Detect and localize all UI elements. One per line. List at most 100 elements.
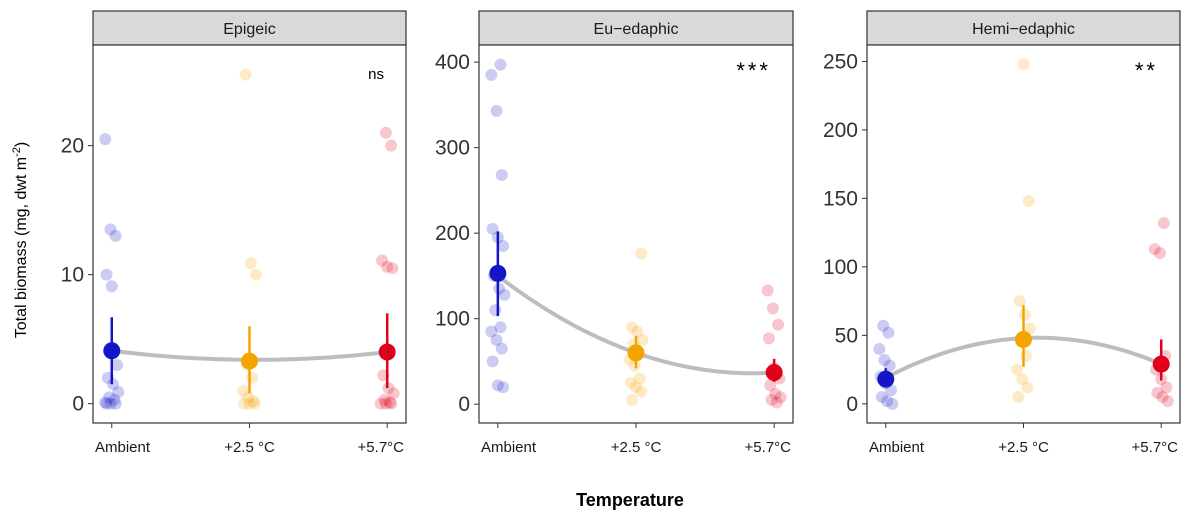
data-point [495, 342, 508, 355]
y-tick-label: 300 [435, 137, 470, 160]
mean-point [877, 370, 895, 388]
data-point [762, 332, 775, 345]
data-point [237, 384, 249, 397]
panels: Epigeic 0 10 20 Ambient +2.5 °C +5.7°C ns Eu−eda… [61, 10, 1181, 456]
facet-strip-label: Hemi−edaphic [972, 21, 1075, 38]
data-point [497, 239, 510, 252]
data-point [626, 321, 639, 334]
data-point [105, 280, 118, 293]
data-point [490, 104, 503, 117]
x-tick-label: Ambient [869, 439, 925, 456]
data-point [886, 397, 899, 410]
x-tick-label: +5.7°C [745, 439, 792, 456]
data-point [244, 257, 257, 270]
x-tick-label: +5.7°C [358, 439, 405, 456]
data-point [631, 325, 644, 338]
data-point [109, 229, 122, 242]
data-point [774, 391, 787, 404]
data-point [385, 397, 398, 410]
data-point [250, 268, 262, 281]
data-point [383, 396, 396, 409]
data-point [493, 282, 506, 295]
facet-strip-label: Eu−edaphic [594, 21, 679, 38]
data-point [100, 397, 113, 410]
data-point [635, 385, 648, 398]
data-point [882, 326, 895, 339]
data-point [381, 260, 394, 273]
data-point [1017, 58, 1030, 71]
y-tick-label: 200 [435, 222, 470, 245]
data-point [635, 247, 648, 260]
data-point [379, 397, 392, 410]
data-point [1018, 308, 1031, 321]
data-point [1160, 381, 1173, 394]
data-point [873, 343, 886, 356]
data-point [376, 254, 389, 267]
x-tick-label: Ambient [481, 439, 537, 456]
mean-point [103, 342, 121, 360]
data-point [109, 397, 122, 410]
y-axis-label-main: Total biomass (mg, dwt m [13, 157, 30, 338]
panel-0: Epigeic 0 10 20 Ambient +2.5 °C +5.7°C ns [61, 10, 407, 456]
panel-2: Hemi−edaphic 0 50 100 150 200 250 Ambient +2.5 °… [823, 10, 1181, 456]
data-point [761, 284, 774, 297]
data-point [100, 268, 113, 281]
significance-label: *** [736, 58, 771, 83]
data-point [486, 355, 499, 368]
data-point [1157, 217, 1170, 230]
data-point [1148, 243, 1161, 256]
data-point [878, 354, 891, 366]
data-point [485, 68, 498, 81]
data-point [1151, 386, 1164, 399]
y-tick-label: 20 [61, 135, 84, 158]
mean-point [489, 264, 507, 282]
data-point [1024, 322, 1036, 335]
data-point [770, 396, 783, 409]
mean-point [1015, 330, 1032, 348]
data-point [766, 302, 779, 315]
data-point [1011, 363, 1023, 376]
data-point [1161, 395, 1174, 408]
data-point [490, 334, 503, 347]
data-point [99, 396, 112, 409]
data-point [378, 393, 391, 406]
data-point [104, 223, 117, 236]
data-point [107, 378, 120, 391]
facet-strip [866, 10, 1181, 46]
data-point [387, 387, 400, 400]
data-point [877, 319, 890, 332]
data-point [246, 371, 259, 384]
y-axis-label-close: ) [13, 142, 30, 147]
y-tick-label: 100 [823, 256, 858, 279]
data-point [1021, 381, 1034, 394]
data-point [247, 395, 260, 408]
y-tick-label: 0 [846, 393, 858, 416]
data-point [379, 126, 392, 139]
data-point [494, 58, 507, 71]
significance-label: ** [1135, 58, 1158, 83]
data-point [239, 68, 252, 81]
panel-1: Eu−edaphic 0 100 200 300 400 Ambient +2.5 °C +5.… [435, 10, 794, 456]
mean-point [378, 343, 396, 361]
data-point [1012, 390, 1025, 403]
data-point [881, 395, 894, 408]
data-point [626, 393, 639, 406]
y-tick-label: 0 [72, 393, 84, 416]
data-point [99, 133, 112, 146]
significance-label: ns [368, 66, 384, 83]
x-tick-label: Ambient [95, 439, 151, 456]
data-point [242, 391, 255, 404]
y-tick-label: 50 [835, 324, 858, 347]
data-point [104, 397, 117, 410]
data-point [486, 222, 499, 235]
data-point [1153, 247, 1166, 260]
data-point [630, 381, 642, 394]
x-tick-label: +2.5 °C [611, 439, 662, 456]
y-tick-label: 400 [435, 51, 470, 74]
data-point [498, 288, 511, 301]
data-point [875, 390, 888, 403]
data-point [636, 334, 649, 347]
facet-strip-label: Epigeic [223, 21, 275, 38]
